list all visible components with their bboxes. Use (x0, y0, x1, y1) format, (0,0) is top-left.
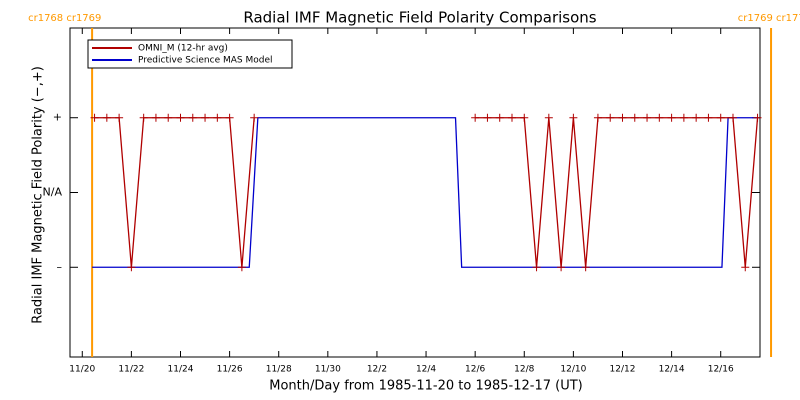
y-tick-label: N/A (43, 186, 63, 199)
x-axis-label: Month/Day from 1985-11-20 to 1985-12-17 … (269, 379, 582, 394)
data-marker (213, 113, 222, 122)
data-marker (581, 263, 590, 272)
x-tick-label: 11/20 (69, 365, 95, 375)
data-marker (115, 113, 124, 122)
x-tick-label: 12/4 (416, 365, 436, 375)
x-tick-label: 12/6 (465, 365, 485, 375)
data-marker (139, 113, 148, 122)
data-marker (176, 113, 185, 122)
data-marker (679, 113, 688, 122)
rotation-label: cr1768 cr1769 (28, 13, 101, 24)
data-marker (495, 113, 504, 122)
data-marker (471, 113, 480, 122)
x-tick-label: 11/30 (315, 365, 341, 375)
x-tick-label: 12/12 (610, 365, 636, 375)
data-marker (753, 113, 762, 122)
data-marker (643, 113, 652, 122)
data-marker (618, 113, 627, 122)
x-tick-label: 12/14 (659, 365, 685, 375)
data-marker (630, 113, 639, 122)
data-marker (201, 113, 210, 122)
x-tick-label: 11/22 (118, 365, 144, 375)
data-marker (483, 113, 492, 122)
data-marker (250, 113, 259, 122)
x-tick-label: 11/26 (217, 365, 243, 375)
x-tick-label: 11/24 (168, 365, 194, 375)
data-marker (188, 113, 197, 122)
legend-label: Predictive Science MAS Model (138, 56, 273, 66)
data-marker (557, 263, 566, 272)
data-marker (692, 113, 701, 122)
data-marker (225, 113, 234, 122)
series-line (92, 117, 758, 268)
data-marker (728, 113, 737, 122)
data-marker (569, 113, 578, 122)
data-marker (164, 113, 173, 122)
data-marker (544, 113, 553, 122)
data-marker (151, 113, 160, 122)
x-tick-label: 12/8 (514, 365, 534, 375)
x-tick-label: 12/16 (708, 365, 734, 375)
legend-box (87, 39, 293, 69)
x-tick-label: 12/10 (560, 365, 586, 375)
data-marker (655, 113, 664, 122)
data-marker (507, 113, 516, 122)
data-marker (127, 263, 136, 272)
data-marker (532, 263, 541, 272)
data-marker (741, 263, 750, 272)
data-marker (704, 113, 713, 122)
chart-title: Radial IMF Magnetic Field Polarity Compa… (243, 9, 596, 27)
data-marker (593, 113, 602, 122)
data-marker (102, 113, 111, 122)
y-tick-label: – (57, 260, 63, 273)
data-marker (237, 263, 246, 272)
rotation-label: cr1769 cr1770 (738, 13, 800, 24)
data-marker (667, 113, 676, 122)
data-marker (90, 113, 99, 122)
data-marker (716, 113, 725, 122)
y-axis-label: Radial IMF Magnetic Field Polarity (−,+) (31, 66, 46, 324)
y-tick-label: + (53, 111, 62, 124)
data-marker (520, 113, 529, 122)
legend-label: OMNI_M (12-hr avg) (138, 44, 228, 54)
x-tick-label: 11/28 (266, 365, 292, 375)
x-tick-label: 12/2 (367, 365, 387, 375)
data-marker (606, 113, 615, 122)
